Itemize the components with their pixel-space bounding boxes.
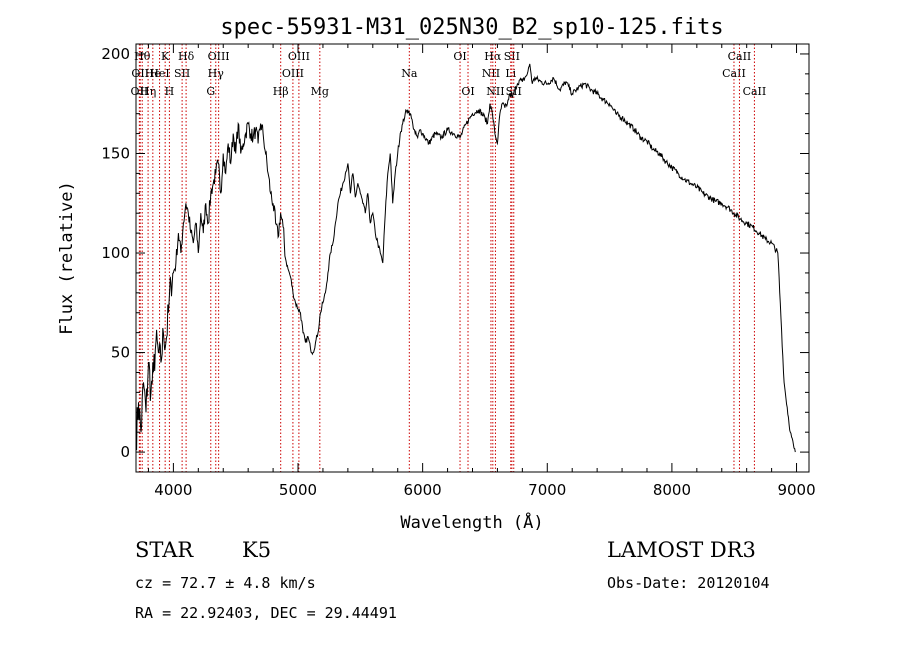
line-label: Hβ	[273, 85, 289, 98]
line-label: He	[145, 67, 161, 80]
ra-dec-coordinates: RA = 22.92403, DEC = 29.44491	[135, 604, 397, 622]
line-label: CaII	[722, 67, 746, 80]
line-label: NII	[482, 67, 500, 80]
y-axis-label: Flux (relative)	[57, 181, 77, 335]
x-axis-label: Wavelength (Å)	[400, 511, 543, 533]
line-label: Hδ	[178, 50, 195, 63]
line-label: Hη	[140, 85, 156, 98]
object-class: STAR	[135, 538, 194, 562]
y-tick-label: 150	[101, 144, 130, 162]
chart-title: spec-55931-M31_025N30_B2_sp10-125.fits	[220, 15, 723, 40]
line-label: Mg	[311, 85, 329, 98]
x-tick-label: 8000	[653, 481, 691, 499]
object-subclass: K5	[242, 538, 272, 562]
line-label: SII	[504, 50, 520, 63]
line-label: NII	[486, 85, 504, 98]
line-label: HeI	[149, 67, 169, 80]
line-label: OIII	[208, 50, 230, 63]
line-label: OIII	[288, 50, 310, 63]
line-label: OIII	[282, 67, 304, 80]
line-label: K	[161, 50, 170, 63]
y-tick-label: 50	[111, 344, 130, 362]
line-label: SII	[174, 67, 190, 80]
line-label: G	[206, 85, 215, 98]
y-tick-label: 200	[101, 45, 130, 63]
line-label: Hα	[484, 50, 502, 63]
survey-name: LAMOST DR3	[607, 538, 756, 562]
x-tick-label: 6000	[404, 481, 442, 499]
plot-frame	[135, 43, 810, 473]
redshift-cz: cz = 72.7 ± 4.8 km/s	[135, 574, 316, 592]
line-label: OI	[453, 50, 466, 63]
x-tick-label: 9000	[777, 481, 815, 499]
spectrum-line	[135, 63, 796, 453]
y-tick-label: 100	[101, 244, 130, 262]
line-label: Li	[505, 67, 516, 80]
y-tick-label: 0	[120, 443, 130, 461]
observation-date: Obs-Date: 20120104	[607, 574, 770, 592]
line-label: CaII	[728, 50, 752, 63]
x-tick-label: 5000	[279, 481, 317, 499]
line-label: Hγ	[208, 67, 225, 80]
x-tick-label: 4000	[154, 481, 192, 499]
line-label: Hθ	[134, 50, 151, 63]
axis-ticks: 4000 5000 6000 7000 8000 9000 0 50 100 150 200	[101, 44, 816, 499]
line-label: H	[165, 85, 175, 98]
emission-line-markers: HθOIIOIIHηHeHeIKHSIIHδGHγOIIIHβOIIIOIIIM…	[131, 44, 767, 472]
line-label: OII	[131, 85, 149, 98]
line-label: CaII	[743, 85, 767, 98]
line-label: OI	[461, 85, 474, 98]
x-tick-label: 7000	[528, 481, 566, 499]
line-label: Na	[401, 67, 418, 80]
